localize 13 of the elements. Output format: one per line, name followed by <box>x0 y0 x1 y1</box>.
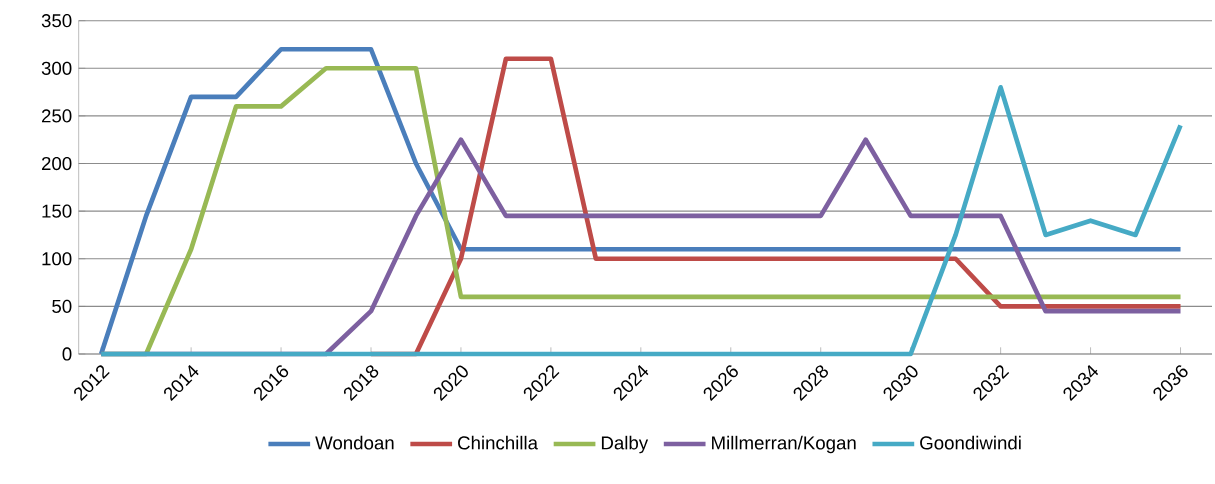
y-tick-label: 150 <box>42 204 72 218</box>
y-tick-label: 250 <box>41 109 72 123</box>
y-tick-label: 100 <box>42 252 72 266</box>
legend-label: Wondoan <box>315 435 394 450</box>
legend-label: Dalby <box>601 435 649 454</box>
y-tick-label: 200 <box>41 156 72 171</box>
y-tick-label: 350 <box>41 14 72 28</box>
y-tick-label: 300 <box>41 61 72 75</box>
legend-label: Chinchilla <box>458 435 538 450</box>
legend-label: Goondiwindi <box>920 435 1021 450</box>
y-tick-label: 50 <box>52 299 72 313</box>
legend-label: Millmerran/Kogan <box>712 435 856 454</box>
y-tick-label: 0 <box>62 347 72 361</box>
